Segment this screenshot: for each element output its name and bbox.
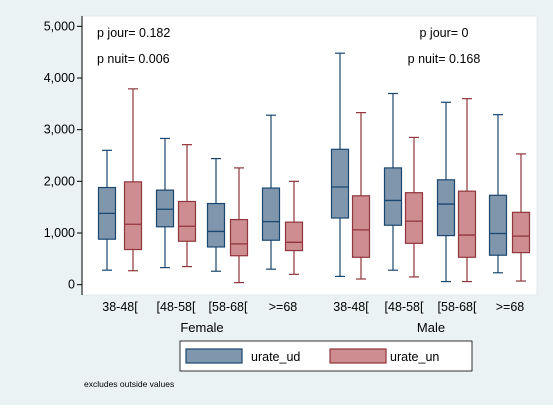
- box-urate_ud: [261, 114, 281, 270]
- box-urate_un: [404, 136, 424, 278]
- box-urate_ud: [155, 137, 175, 269]
- x-tick-label: 38-48[: [333, 300, 369, 314]
- box-iqr: [261, 187, 281, 241]
- x-tick-label: [48-58[: [385, 300, 424, 314]
- box-urate_ud: [206, 158, 226, 272]
- box-iqr: [284, 221, 304, 252]
- y-axis: 0 1,000 2,000 3,000 4,000 5,000: [44, 16, 83, 295]
- x-tick-label: [58-68[: [438, 300, 477, 314]
- y-tick-label: 0: [68, 278, 75, 292]
- y-tick-label: 1,000: [44, 226, 75, 240]
- x-tick-label: [58-68[: [209, 300, 248, 314]
- box-urate_un: [284, 180, 304, 275]
- box-iqr: [330, 148, 350, 219]
- x-axis: 38-48[ [48-58[ [58-68[ >=68 Female 38-48[ [48-…: [102, 300, 524, 335]
- x-tick-label: [48-58[: [157, 300, 196, 314]
- box-iqr: [511, 211, 531, 254]
- box-urate_un: [511, 153, 531, 282]
- box-iqr: [123, 181, 143, 251]
- box-iqr: [488, 194, 508, 256]
- box-iqr: [383, 167, 403, 226]
- y-tick-label: 3,000: [44, 123, 75, 137]
- legend-swatch: [185, 348, 243, 364]
- annotations: p jour= 0.182 p nuit= 0.006 p jour= 0 p nui…: [97, 26, 480, 66]
- group-label: Female: [180, 320, 223, 335]
- group-annotation: p jour= 0: [420, 26, 469, 40]
- x-tick-label: >=68: [269, 300, 298, 314]
- legend-frame: [179, 340, 473, 372]
- box-urate_ud: [383, 92, 403, 271]
- box-urate_un: [457, 98, 477, 283]
- box-iqr: [177, 200, 197, 242]
- x-tick-label: >=68: [496, 300, 525, 314]
- group-annotation: p nuit= 0.168: [408, 52, 481, 66]
- group-annotation: p nuit= 0.006: [97, 52, 170, 66]
- legend-label: urate_un: [390, 350, 439, 364]
- y-tick-label: 4,000: [44, 71, 75, 85]
- x-tick-label: 38-48[: [102, 300, 138, 314]
- box-urate_ud: [488, 114, 508, 274]
- box-iqr: [155, 189, 175, 228]
- chart-note: excludes outside values: [84, 379, 174, 389]
- box-iqr: [351, 195, 371, 258]
- box-iqr: [436, 179, 456, 237]
- group-annotation: p jour= 0.182: [97, 26, 170, 40]
- box-iqr: [457, 190, 477, 258]
- box-urate_un: [177, 144, 197, 268]
- box-urate_un: [123, 88, 143, 272]
- box-iqr: [404, 192, 424, 244]
- y-tick-label: 5,000: [44, 19, 75, 33]
- box-iqr: [206, 202, 226, 248]
- legend-label: urate_ud: [251, 350, 300, 364]
- box-urate_ud: [330, 52, 350, 277]
- y-tick-label: 2,000: [44, 174, 75, 188]
- legend: urate_ud urate_un: [179, 340, 473, 372]
- box-urate_ud: [436, 101, 456, 283]
- box-urate_un: [351, 112, 371, 280]
- box-urate_ud: [97, 149, 117, 271]
- box-series: [97, 52, 531, 284]
- group-label: Male: [417, 320, 445, 335]
- legend-swatch: [329, 348, 387, 364]
- box-iqr: [229, 218, 249, 257]
- box-urate_un: [229, 167, 249, 284]
